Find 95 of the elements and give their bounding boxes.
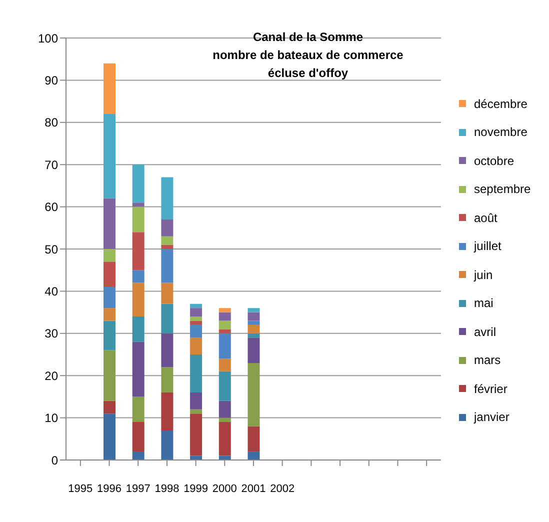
bar — [104, 350, 116, 401]
bar — [132, 164, 144, 203]
bar — [104, 114, 116, 198]
text: nombre de bateaux de commerce écluse d'offoy — [212, 47, 404, 82]
bar — [104, 249, 116, 262]
bar — [248, 320, 260, 325]
bar — [161, 333, 174, 368]
bar — [248, 324, 260, 334]
bar — [190, 324, 202, 338]
bar — [248, 312, 260, 321]
legend-label: septembre — [474, 182, 531, 196]
bar — [218, 371, 231, 401]
x-tick-label: 2001 — [241, 482, 266, 495]
bar — [104, 308, 116, 321]
x-tick-label: 1999 — [184, 482, 208, 495]
bar — [132, 342, 144, 397]
legend-label: juin — [474, 268, 493, 282]
bar — [104, 198, 116, 249]
bar — [132, 396, 144, 422]
bar — [132, 422, 144, 452]
y-tick-label: 90 — [44, 73, 58, 88]
bar — [248, 308, 260, 312]
y-tick-label: 50 — [44, 242, 58, 256]
bar — [190, 354, 202, 392]
y-tick-label: 80 — [44, 116, 58, 130]
legend-label: mars — [474, 353, 501, 368]
x-tick-label: 1995 — [68, 482, 93, 495]
x-tick-label: 2002 — [270, 482, 295, 495]
bar — [161, 430, 174, 460]
y-tick-label: 70 — [44, 158, 58, 172]
bar — [161, 219, 174, 236]
y-tick-label: 30 — [44, 326, 58, 341]
x-tick-label: 2000 — [212, 482, 237, 495]
legend-label: août — [474, 210, 498, 225]
legend-label: avril — [474, 324, 496, 339]
bar — [132, 270, 144, 283]
bar — [132, 316, 144, 342]
bar — [161, 367, 174, 392]
y-tick-label: 60 — [44, 200, 58, 214]
bar — [218, 400, 231, 418]
x-tick-label: 1996 — [97, 482, 122, 495]
bar — [104, 320, 116, 350]
bar — [218, 308, 231, 312]
bar — [190, 308, 202, 317]
bar — [104, 286, 116, 308]
bar — [248, 426, 260, 452]
bar — [218, 418, 231, 422]
bar — [104, 414, 116, 460]
bar — [132, 206, 144, 232]
bar — [190, 304, 202, 308]
bar — [161, 177, 174, 220]
y-tick-label: 40 — [44, 284, 58, 298]
bar — [161, 249, 174, 283]
chart-title: Canal de la Somme — [252, 29, 364, 46]
bar — [218, 333, 231, 359]
bar — [132, 232, 144, 270]
bar — [161, 236, 174, 245]
legend-label: décembre — [474, 96, 528, 111]
y-tick-label: 0 — [51, 453, 58, 468]
bar — [161, 244, 174, 249]
bar — [190, 338, 202, 354]
legend-label: février — [474, 382, 508, 396]
y-tick-label: 10 — [44, 411, 58, 426]
bar — [218, 422, 231, 456]
bar — [190, 409, 202, 414]
bar — [248, 338, 260, 363]
y-tick-label: 100 — [38, 31, 58, 46]
bar — [248, 452, 260, 460]
legend-label: octobre — [474, 154, 514, 168]
bar — [161, 392, 174, 430]
bar — [132, 282, 144, 317]
bar — [190, 316, 202, 321]
bar — [161, 282, 174, 304]
x-tick-label: 1997 — [126, 482, 150, 495]
bar — [218, 358, 231, 372]
bar — [104, 400, 116, 414]
x-tick-label: 1998 — [154, 482, 180, 495]
legend-label: mai — [474, 296, 494, 310]
bar — [104, 63, 116, 114]
bar — [132, 452, 144, 460]
bar — [218, 320, 231, 330]
bar — [190, 414, 202, 456]
legend-label: novembre — [474, 125, 528, 140]
legend-label: janvier — [474, 410, 510, 424]
bar — [248, 362, 260, 426]
bar — [161, 304, 174, 334]
legend-label: juillet — [474, 239, 502, 254]
bar — [218, 312, 231, 321]
bar — [190, 392, 202, 410]
bar — [132, 202, 144, 207]
bar — [248, 333, 260, 338]
bar — [218, 329, 231, 334]
bar — [104, 262, 116, 287]
bar — [190, 320, 202, 325]
y-tick-label: 20 — [44, 368, 58, 383]
